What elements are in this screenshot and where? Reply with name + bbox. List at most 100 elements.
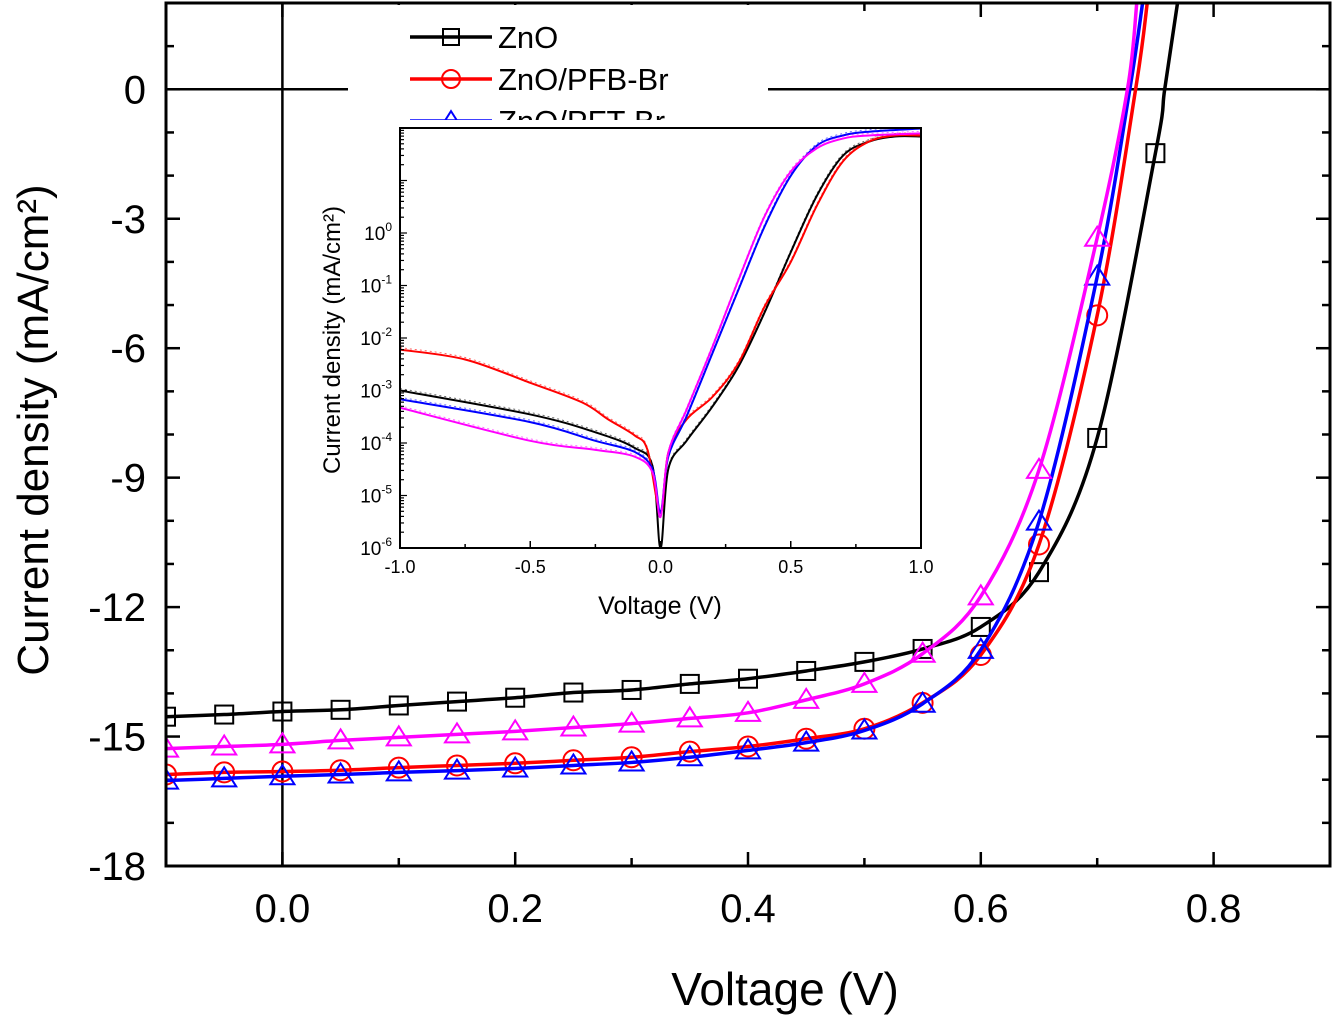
y-tick-label: 0: [124, 68, 146, 112]
series-0-point: [388, 695, 409, 716]
legend-label: ZnO/PFB-Br: [498, 62, 669, 97]
series-2-point: [734, 737, 762, 760]
series-1-point: [329, 759, 352, 782]
inset-plot: -1.0 -0.5 0.0 0.5 1.010010-110-210-310-410-5…: [319, 120, 934, 620]
series-2-point: [617, 749, 646, 772]
inset-y-tick-label: 10-6: [360, 535, 392, 560]
x-tick-label: 0.2: [487, 887, 543, 931]
series-0-point: [738, 668, 758, 689]
inset-series-line-2: [400, 128, 921, 514]
inset-y-tick-label: 10-1: [360, 273, 392, 298]
y-axis-label: Current density (mA/cm²): [9, 184, 58, 675]
series-0-point: [563, 682, 584, 703]
x-tick-label: 0.6: [953, 887, 1009, 931]
series-0-point: [166, 706, 176, 727]
series-2-point: [210, 765, 239, 788]
series-1-point: [1028, 533, 1050, 556]
inset-y-tick-exponent: -5: [381, 483, 392, 497]
series-3-point: [908, 640, 937, 663]
x-tick-label: 0.4: [720, 887, 776, 931]
y-tick-label: -6: [110, 327, 146, 371]
series-1-point: [737, 735, 759, 758]
inset-y-tick-base: 10: [364, 224, 385, 245]
series-3-point: [268, 731, 297, 754]
series-0-point: [796, 660, 817, 681]
inset-series-line-0: [400, 135, 921, 548]
series-3-point: [384, 724, 413, 747]
series-2-point: [675, 744, 704, 767]
inset-y-tick-exponent: -2: [381, 325, 392, 339]
inset-y-tick-exponent: -1: [381, 273, 392, 287]
inset-y-tick-exponent: 0: [385, 220, 392, 234]
series-2-point: [792, 729, 821, 752]
series-2-point: [501, 755, 530, 778]
series-3-point: [617, 710, 646, 733]
series-3-point: [675, 705, 704, 728]
series-2-point: [966, 636, 995, 659]
inset-legend-overlap: [348, 120, 768, 127]
inset-y-tick-label: 100: [364, 220, 392, 245]
series-3-point: [326, 727, 355, 750]
series-2-point: [166, 767, 180, 790]
inset-y-tick-exponent: -6: [381, 535, 392, 549]
inset-y-tick-exponent: -3: [381, 378, 392, 392]
series-0-point: [1087, 427, 1108, 448]
legend-marker: [442, 28, 460, 46]
legend-background: [348, 5, 768, 127]
series-3-point: [559, 714, 588, 737]
series-1-point: [166, 763, 177, 786]
inset-y-tick-base: 10: [360, 539, 381, 560]
inset-y-tick-label: 10-3: [360, 378, 392, 403]
inset-y-tick-exponent: -4: [381, 430, 392, 444]
series-3-point: [966, 583, 995, 606]
inset-x-axis-label: Voltage (V): [598, 592, 722, 620]
series-2-point: [326, 761, 355, 784]
series-line-0: [166, 3, 1180, 719]
inset-y-tick-label: 10-4: [360, 430, 392, 455]
series-1-point: [446, 754, 468, 777]
inset-y-tick-base: 10: [360, 277, 381, 298]
x-axis-label: Voltage (V): [671, 963, 899, 1015]
legend-marker: [441, 69, 461, 89]
series-0-point: [970, 616, 991, 637]
series-2-point: [443, 757, 471, 780]
series-1-point: [504, 752, 527, 775]
series-3-point: [1083, 224, 1112, 247]
y-tick-label: -15: [88, 716, 146, 760]
inset-frame: [399, 127, 922, 549]
series-line-2: [166, 3, 1145, 783]
series-3-point: [443, 721, 471, 744]
series-1-point: [387, 756, 410, 779]
series-3-point: [166, 735, 180, 758]
series-2-point: [850, 717, 879, 740]
inset-y-tick-label: 10-5: [360, 483, 392, 508]
series-3-point: [792, 686, 821, 709]
series-line-3: [166, 3, 1139, 751]
series-0-point: [214, 704, 235, 725]
series-1-point: [795, 727, 818, 750]
series-2-point: [559, 752, 588, 775]
inset-x-tick-label: -1.0: [384, 557, 415, 577]
series-0-point: [272, 701, 293, 722]
series-1-point: [678, 740, 701, 763]
series-line-1: [166, 3, 1149, 777]
x-tick-label: 0.8: [1186, 887, 1242, 931]
main-plot: 0.0 0.2 0.4 0.6 0.8 0 -3 -6 -9 -12 -15 -18 Voltage (…: [9, 1, 1332, 1015]
inset-series-points-0: [400, 133, 921, 547]
inset-y-tick-base: 10: [360, 329, 381, 350]
inset-series-line-3: [400, 132, 921, 518]
series-2-point: [268, 763, 297, 786]
inset-y-tick-base: 10: [360, 382, 381, 403]
series-1-point: [213, 761, 236, 784]
series-3-point: [210, 733, 239, 756]
series-0-point: [854, 651, 875, 672]
y-tick-label: -3: [110, 198, 146, 242]
series-0-point: [621, 679, 642, 700]
inset-series-group: [400, 128, 921, 548]
inset-y-tick-label: 10-2: [360, 325, 392, 350]
series-0-point: [330, 699, 351, 720]
inset-y-tick-base: 10: [360, 487, 381, 508]
y-tick-label: -12: [88, 586, 146, 630]
series-group: [166, 3, 1180, 790]
